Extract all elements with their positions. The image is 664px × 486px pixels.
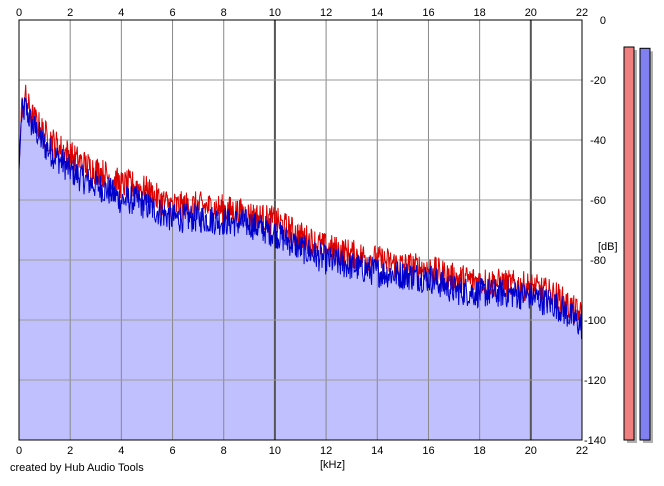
x-tick-label: 12 — [320, 445, 332, 457]
x-tick-label: 0 — [16, 7, 22, 19]
level-meter-bar — [639, 47, 651, 441]
x-tick-label: 14 — [371, 445, 383, 457]
x-tick-label: 22 — [576, 7, 588, 19]
x-tick-label: 4 — [118, 445, 124, 457]
x-tick-label: 2 — [67, 445, 73, 457]
level-meter-bar — [623, 46, 635, 441]
x-tick-label: 2 — [67, 7, 73, 19]
spectrum-fill — [19, 97, 582, 440]
series-line-blue — [19, 97, 582, 340]
x-tick-label: 20 — [525, 7, 537, 19]
y-tick-label: -20 — [590, 75, 606, 87]
x-tick-label: 18 — [474, 445, 486, 457]
x-tick-label: 10 — [269, 7, 281, 19]
x-tick-label: 14 — [371, 7, 383, 19]
x-tick-label: 16 — [422, 445, 434, 457]
x-tick-label: 10 — [269, 445, 281, 457]
x-tick-label: 16 — [422, 7, 434, 19]
x-tick-label: 22 — [576, 445, 588, 457]
y-tick-label: 0 — [600, 15, 606, 27]
x-tick-label: 8 — [221, 7, 227, 19]
credit-text: created by Hub Audio Tools — [10, 462, 144, 474]
x-tick-label: 18 — [474, 7, 486, 19]
x-tick-label: 0 — [16, 445, 22, 457]
y-tick-label: -60 — [590, 195, 606, 207]
x-tick-label: 6 — [169, 7, 175, 19]
x-tick-label: 8 — [221, 445, 227, 457]
plot-frame — [18, 19, 583, 441]
x-tick-label: 12 — [320, 7, 332, 19]
y-tick-label: -40 — [590, 135, 606, 147]
y-tick-label: -140 — [584, 435, 606, 447]
y-tick-label: -120 — [584, 375, 606, 387]
y-axis-label: [dB] — [598, 241, 618, 253]
x-tick-label: 20 — [525, 445, 537, 457]
x-tick-label: 4 — [118, 7, 124, 19]
x-tick-label: 6 — [169, 445, 175, 457]
x-axis-label: [kHz] — [320, 459, 345, 471]
y-tick-label: -100 — [584, 315, 606, 327]
y-tick-label: -80 — [590, 255, 606, 267]
